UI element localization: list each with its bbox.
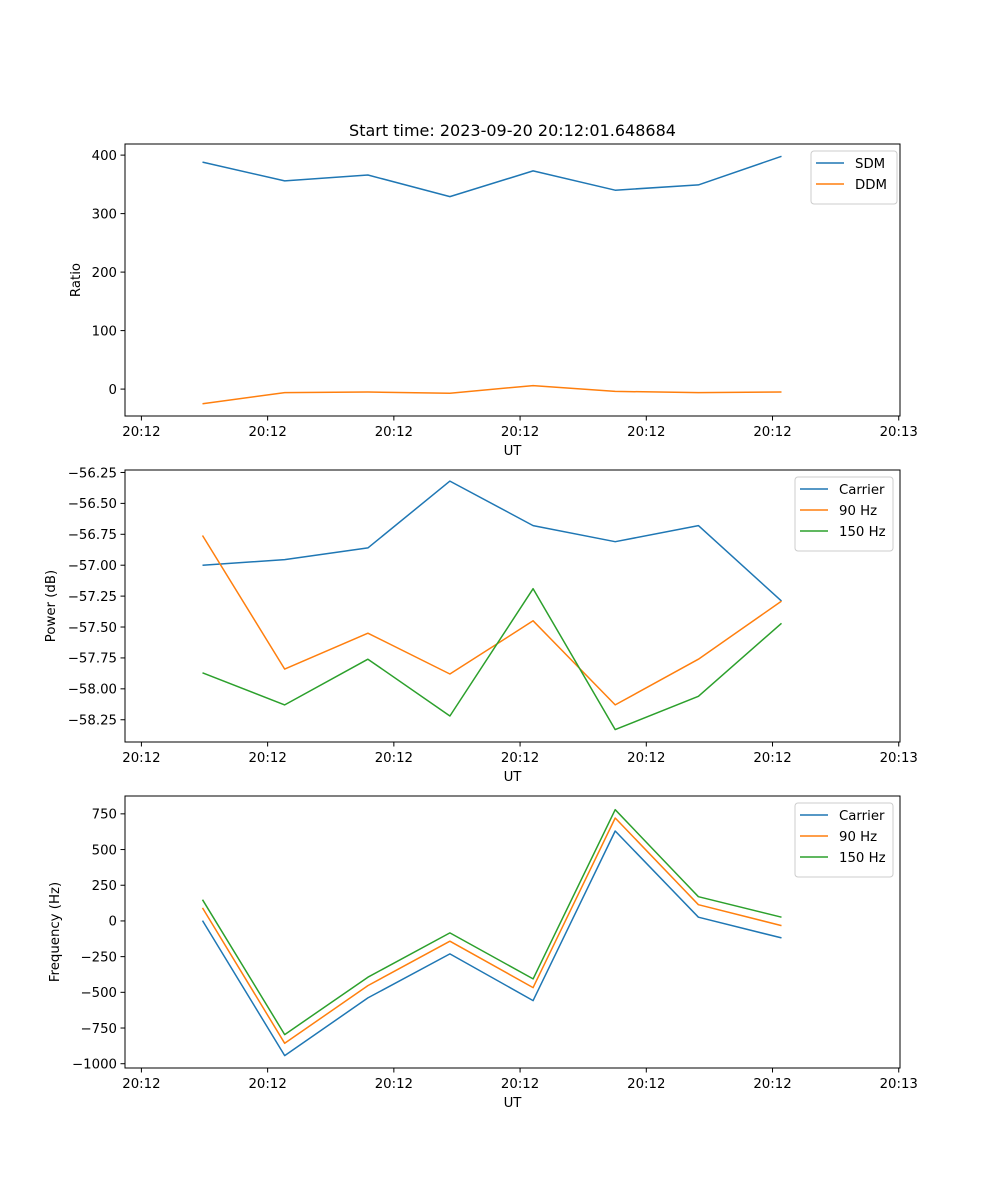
series-line-ddm [202, 384, 782, 405]
axes-frame [124, 469, 901, 743]
x-axis-label: UT [504, 444, 523, 459]
x-tick-label: 20:13 [880, 1077, 918, 1092]
x-tick-label: 20:12 [627, 1077, 665, 1092]
y-tick-label: −750 [80, 1022, 117, 1037]
series-line-sdm [202, 155, 782, 198]
y-tick-label: 400 [92, 149, 117, 164]
x-tick-label: 20:12 [248, 425, 286, 440]
legend-label-150-hz: 150 Hz [839, 525, 886, 540]
y-tick-label: −57.25 [68, 590, 117, 605]
legend-label-90-hz: 90 Hz [839, 504, 877, 519]
series-line-carrier [201, 830, 782, 1057]
x-tick-label: 20:13 [880, 425, 918, 440]
y-tick-label: 500 [92, 843, 117, 858]
y-tick-label: −1000 [72, 1058, 117, 1073]
x-tick-label: 20:13 [880, 751, 918, 766]
y-axis-label: Ratio [69, 263, 84, 297]
y-tick-label: −57.75 [68, 652, 117, 667]
y-tick-label: −58.25 [68, 714, 117, 729]
legend-label-sdm: SDM [855, 157, 885, 172]
y-tick-label: 300 [92, 207, 117, 222]
series-line-150-hz [202, 587, 782, 731]
figure-title: Start time: 2023-09-20 20:12:01.648684 [349, 121, 676, 140]
y-tick-label: −57.00 [68, 559, 117, 574]
legend-box [794, 802, 894, 878]
y-tick-label: 250 [92, 879, 117, 894]
y-tick-label: −56.50 [68, 497, 117, 512]
x-tick-label: 20:12 [627, 425, 665, 440]
series-line-150-hz [201, 808, 782, 1036]
legend: Carrier 90 Hz 150 Hz [794, 802, 894, 878]
y-tick-label: −500 [80, 986, 117, 1001]
y-tick-label: 750 [92, 808, 117, 823]
y-tick-label: −58.00 [68, 683, 117, 698]
x-tick-label: 20:12 [375, 1077, 413, 1092]
legend-label-90-hz: 90 Hz [839, 830, 877, 845]
x-tick-label: 20:12 [501, 1077, 539, 1092]
y-tick-label: −56.25 [68, 466, 117, 481]
x-tick-label: 20:12 [122, 425, 160, 440]
y-tick-label: 200 [92, 266, 117, 281]
x-axis-label: UT [504, 1096, 523, 1111]
axes-frame [124, 143, 901, 417]
y-tick-label: −250 [80, 950, 117, 965]
x-axis-label: UT [504, 770, 523, 785]
axes-frame [124, 795, 901, 1069]
legend-box [794, 476, 894, 552]
power-subplot: 20:12 20:12 20:12 20:12 20:12 20:12 20:13 −56.2… [44, 466, 918, 785]
legend: Carrier 90 Hz 150 Hz [794, 476, 894, 552]
y-tick-label: 100 [92, 324, 117, 339]
legend-label-carrier: Carrier [839, 809, 885, 824]
legend-box [810, 150, 898, 205]
series-line-90-hz [201, 817, 782, 1045]
legend: SDM DDM [810, 150, 898, 205]
x-tick-label: 20:12 [753, 751, 791, 766]
series-line-carrier [202, 480, 783, 602]
x-tick-label: 20:12 [627, 751, 665, 766]
y-tick-label: 0 [109, 915, 117, 930]
y-axis-label: Power (dB) [44, 570, 59, 642]
x-tick-label: 20:12 [375, 751, 413, 766]
ratio-subplot: 20:12 20:12 20:12 20:12 20:12 20:12 20:13 0 100 2… [69, 143, 918, 459]
plot-area [125, 796, 900, 1068]
x-tick-label: 20:12 [375, 425, 413, 440]
x-tick-label: 20:12 [501, 425, 539, 440]
legend-label-carrier: Carrier [839, 483, 885, 498]
legend-label-ddm: DDM [855, 178, 887, 193]
x-tick-label: 20:12 [122, 751, 160, 766]
plot-area [125, 144, 900, 416]
plot-area [125, 470, 900, 742]
frequency-subplot: 20:12 20:12 20:12 20:12 20:12 20:12 20:13 750 50… [48, 795, 918, 1111]
series-line-90-hz [201, 535, 782, 706]
legend-label-150-hz: 150 Hz [839, 851, 886, 866]
x-tick-label: 20:12 [753, 425, 791, 440]
y-axis-label: Frequency (Hz) [48, 882, 63, 982]
x-tick-label: 20:12 [248, 751, 286, 766]
y-tick-label: −57.50 [68, 621, 117, 636]
y-tick-label: 0 [109, 383, 117, 398]
y-tick-label: −56.75 [68, 528, 117, 543]
x-tick-label: 20:12 [753, 1077, 791, 1092]
x-tick-label: 20:12 [122, 1077, 160, 1092]
x-tick-label: 20:12 [248, 1077, 286, 1092]
x-tick-label: 20:12 [501, 751, 539, 766]
